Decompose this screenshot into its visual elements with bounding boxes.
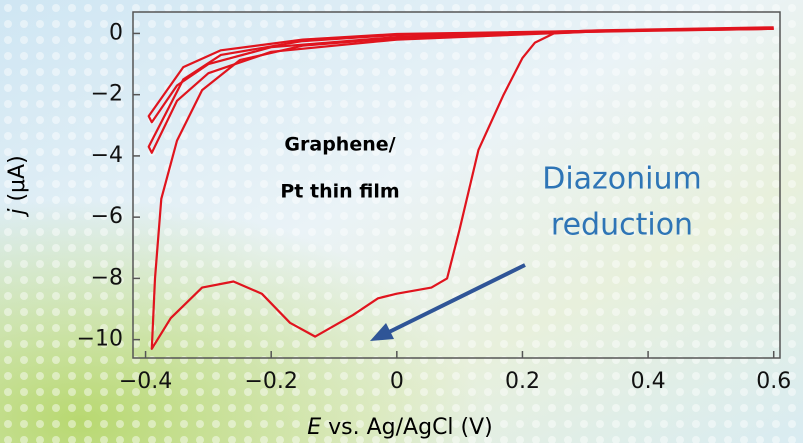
x-tick-label: 0.2	[505, 369, 540, 394]
y-axis-text: (μA)	[5, 155, 30, 201]
y-axis-symbol: j	[5, 208, 30, 218]
x-tick-label: −0.4	[119, 369, 172, 394]
plot-area	[147, 26, 774, 350]
y-tick-label: 0	[109, 20, 123, 45]
x-axis-title: E vs. Ag/AgCl (V)	[307, 415, 493, 440]
y-tick-label: −2	[91, 82, 123, 107]
annotation: Pt thin film	[280, 181, 399, 203]
annotation: Diazonium	[542, 162, 702, 197]
y-tick-label: −10	[77, 327, 123, 352]
y-tick-label: −6	[91, 204, 123, 229]
arrow-head	[370, 323, 394, 341]
x-axis-symbol: E	[307, 415, 321, 440]
x-tick-label: 0	[390, 369, 404, 394]
y-axis-title: j (μA)	[5, 155, 30, 217]
annotation: reduction	[551, 208, 693, 243]
x-axis-text: vs. Ag/AgCl (V)	[328, 415, 493, 440]
x-tick-label: 0.4	[631, 369, 666, 394]
plot-frame	[132, 11, 781, 359]
x-tick-label: 0.6	[756, 369, 791, 394]
x-tick-label: −0.2	[244, 369, 297, 394]
y-tick-label: −4	[91, 143, 123, 168]
annotation: Graphene/	[284, 134, 395, 156]
cv-curve	[147, 27, 774, 124]
arrow	[384, 263, 526, 336]
cv-curve	[150, 26, 774, 350]
y-tick-label: −8	[91, 265, 123, 290]
